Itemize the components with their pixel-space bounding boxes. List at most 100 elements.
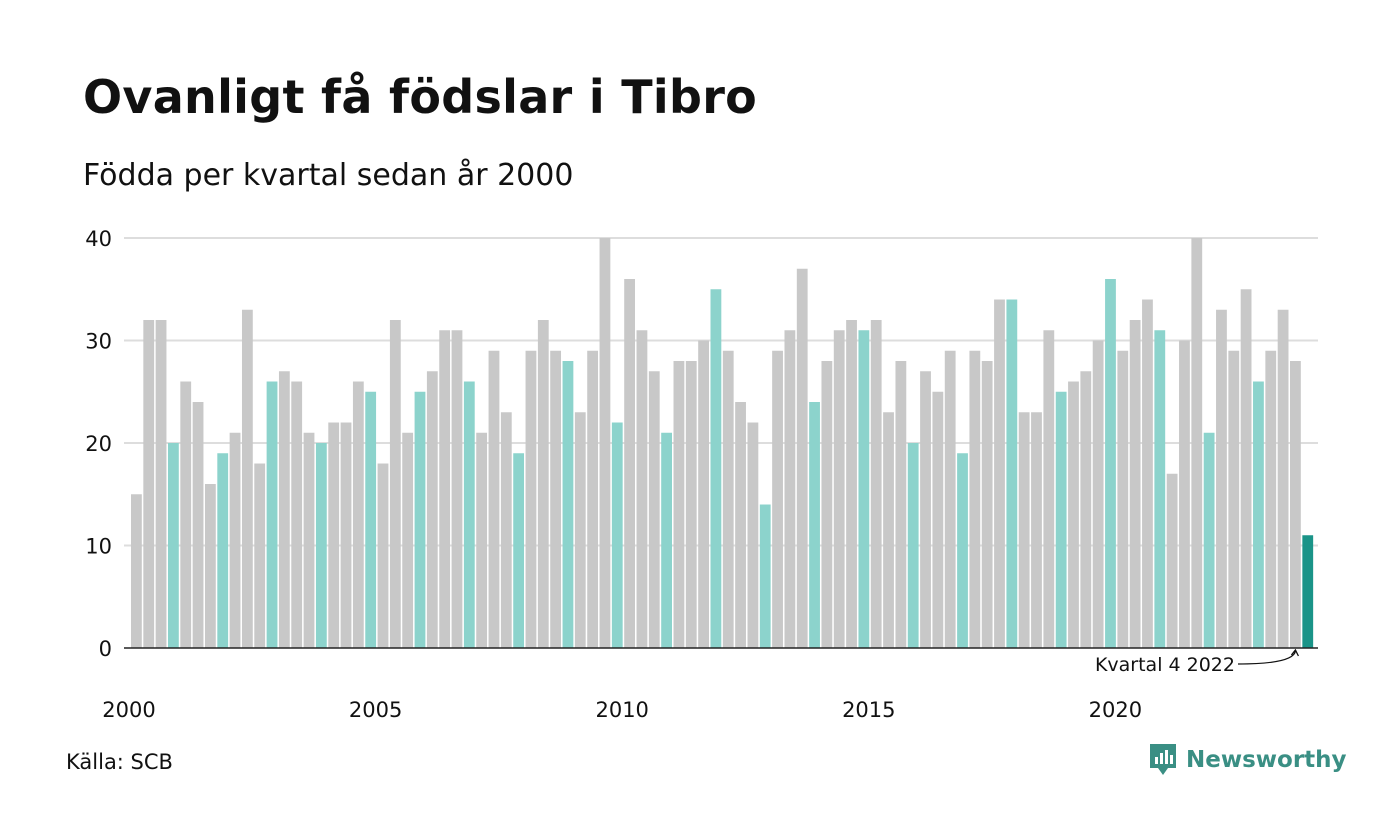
bar-chart: 0 10 20 30 40 2000 2005 2010 2015 2020 Kvartal 4… xyxy=(85,227,1318,722)
bar xyxy=(143,320,155,648)
bar xyxy=(1203,432,1215,648)
bar xyxy=(1302,535,1314,648)
bar xyxy=(254,463,266,648)
bar xyxy=(1105,279,1116,648)
x-axis-tick-labels: 2000 2005 2010 2015 2020 xyxy=(102,698,1142,722)
bar xyxy=(932,391,944,648)
bar xyxy=(1092,340,1104,648)
newsworthy-logo-icon xyxy=(1150,744,1176,775)
bar xyxy=(821,361,833,648)
bar xyxy=(1154,330,1166,648)
bar xyxy=(525,350,537,648)
x-tick-label: 2020 xyxy=(1089,698,1142,722)
bar xyxy=(1031,412,1042,648)
bar xyxy=(1240,289,1252,648)
annotation-arrow xyxy=(1237,648,1300,665)
bar xyxy=(340,422,352,648)
bar xyxy=(673,361,685,648)
y-axis-tick-labels: 0 10 20 30 40 xyxy=(85,227,112,661)
bar xyxy=(648,371,660,648)
bar xyxy=(1191,238,1203,648)
bar xyxy=(883,412,894,648)
bar xyxy=(994,299,1005,648)
bar xyxy=(1179,340,1190,648)
bar xyxy=(315,443,327,648)
bar xyxy=(167,443,179,648)
bar xyxy=(439,330,451,648)
bar xyxy=(278,371,290,648)
bar xyxy=(1018,412,1030,648)
bars xyxy=(131,238,1314,648)
bar xyxy=(476,432,488,648)
bar xyxy=(389,320,401,648)
bar xyxy=(1080,371,1092,648)
x-tick-label: 2015 xyxy=(842,698,895,722)
bar xyxy=(796,268,808,648)
bar xyxy=(352,381,364,648)
y-tick-label: 10 xyxy=(85,535,112,559)
bar xyxy=(858,330,870,648)
bar xyxy=(1142,299,1153,648)
bar xyxy=(131,494,142,648)
bar xyxy=(809,402,820,648)
bar xyxy=(833,330,845,648)
annotation-label: Kvartal 4 2022 xyxy=(1095,654,1235,676)
bar xyxy=(944,350,956,648)
bar xyxy=(710,289,722,648)
bar xyxy=(895,361,907,648)
x-tick-label: 2000 xyxy=(102,698,155,722)
y-tick-label: 30 xyxy=(85,330,112,354)
bar xyxy=(722,350,734,648)
x-tick-label: 2010 xyxy=(595,698,648,722)
bar xyxy=(1253,381,1264,648)
bar xyxy=(1043,330,1055,648)
bar xyxy=(180,381,192,648)
bar xyxy=(217,453,229,648)
bar xyxy=(870,320,882,648)
bar xyxy=(1068,381,1079,648)
y-tick-label: 20 xyxy=(85,432,112,456)
bar xyxy=(1117,350,1129,648)
bar xyxy=(1290,361,1301,648)
bar xyxy=(303,432,315,648)
bar xyxy=(685,361,697,648)
bar xyxy=(451,330,463,648)
bar xyxy=(1277,309,1289,648)
bar xyxy=(1129,320,1141,648)
bar xyxy=(636,330,648,648)
brand-logo: Newsworthy xyxy=(1148,742,1347,778)
bar xyxy=(463,381,475,648)
bar xyxy=(500,412,512,648)
bar xyxy=(624,279,635,648)
bar xyxy=(1228,350,1240,648)
bar xyxy=(155,320,167,648)
bar xyxy=(907,443,919,648)
bar xyxy=(291,381,303,648)
annotation: Kvartal 4 2022 xyxy=(1095,648,1300,676)
bar xyxy=(969,350,981,648)
bar xyxy=(1265,350,1277,648)
bar xyxy=(241,309,253,648)
bar xyxy=(599,238,611,648)
brand-name: Newsworthy xyxy=(1186,747,1347,773)
bar xyxy=(414,391,426,648)
bar xyxy=(747,422,759,648)
bar xyxy=(204,484,216,648)
bar xyxy=(1006,299,1018,648)
bar xyxy=(661,432,672,648)
bar xyxy=(784,330,796,648)
bar xyxy=(759,504,771,648)
bar xyxy=(562,361,574,648)
bar xyxy=(957,453,968,648)
source-note: Källa: SCB xyxy=(66,750,173,774)
bar xyxy=(426,371,438,648)
bar xyxy=(229,432,241,648)
bar xyxy=(365,391,377,648)
bar xyxy=(574,412,586,648)
y-tick-label: 0 xyxy=(99,637,112,661)
bar xyxy=(550,350,562,648)
bar xyxy=(735,402,746,648)
bar xyxy=(266,381,278,648)
bar xyxy=(920,371,931,648)
bar xyxy=(488,350,500,648)
